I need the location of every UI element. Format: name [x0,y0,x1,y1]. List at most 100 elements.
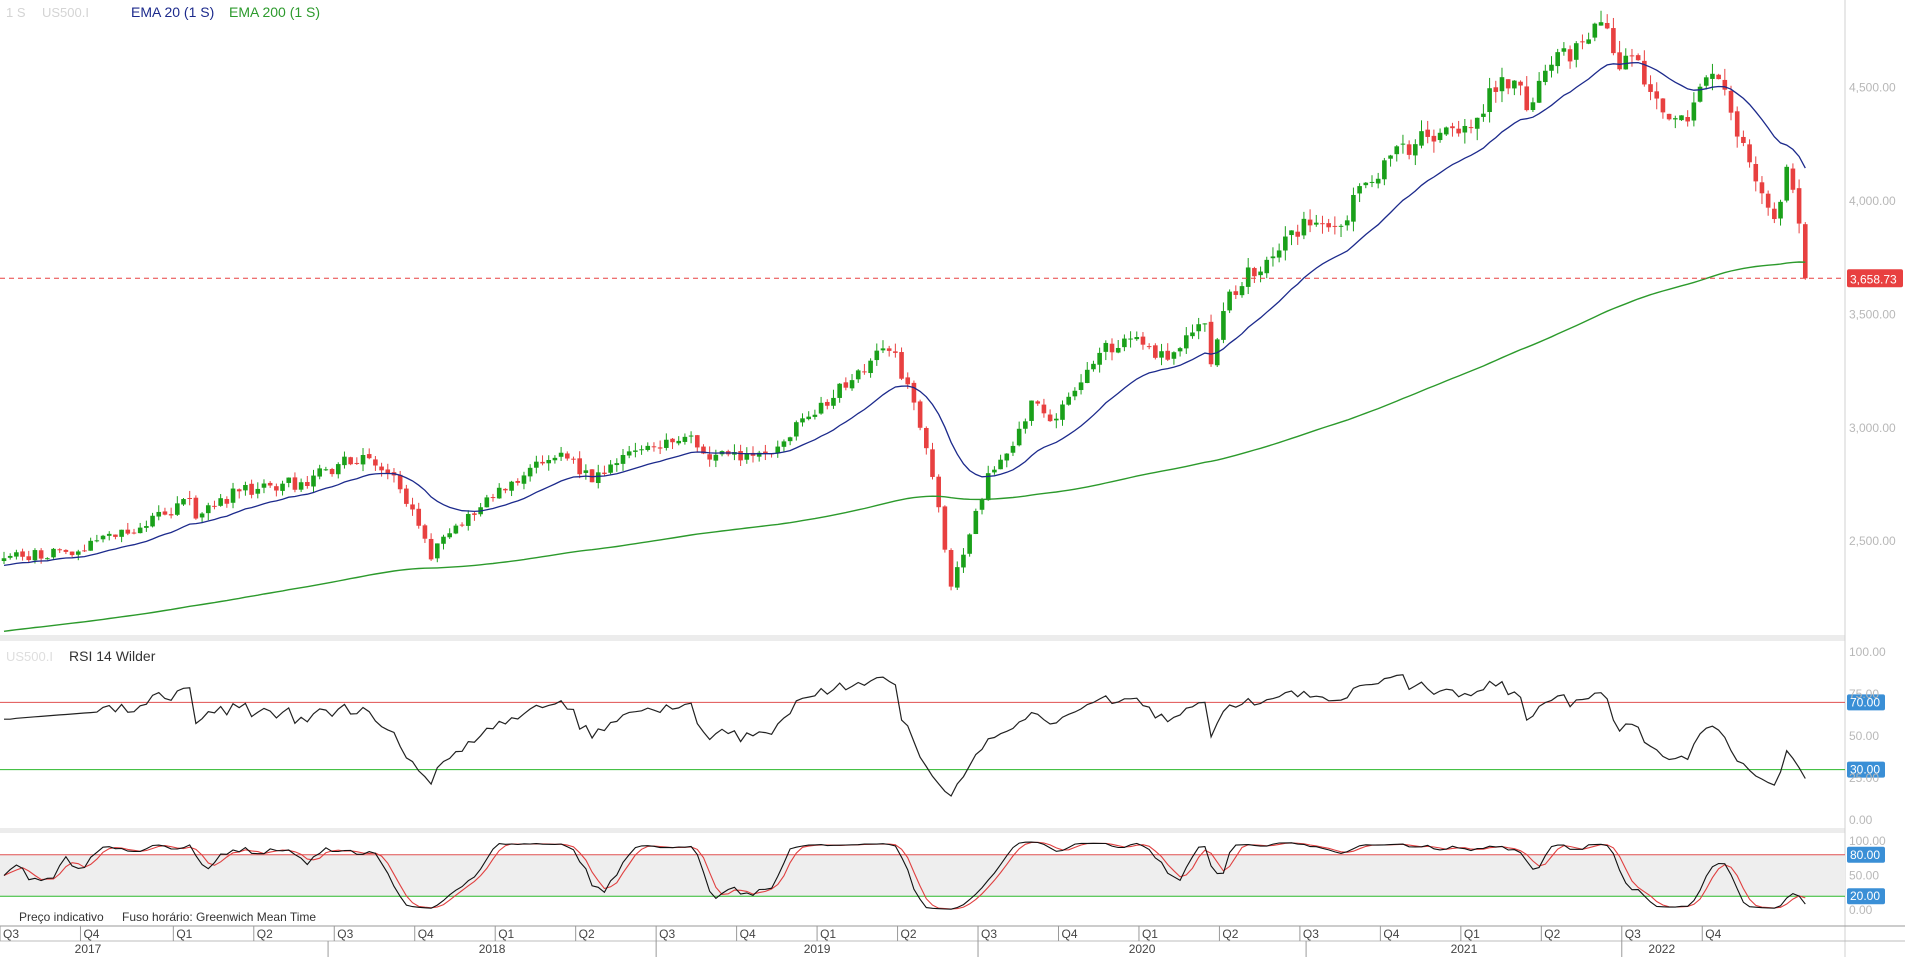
candle[interactable] [1468,119,1474,134]
candle[interactable] [1450,122,1455,137]
candle[interactable] [1431,129,1437,153]
candle[interactable] [385,463,391,480]
candle[interactable] [131,528,137,535]
candle[interactable] [583,464,589,480]
candle[interactable] [794,420,799,441]
candle[interactable] [1029,400,1034,426]
candle[interactable] [292,472,298,493]
candle[interactable] [571,456,576,464]
candle[interactable] [212,500,217,510]
candle[interactable] [1481,104,1486,122]
candle[interactable] [1685,110,1690,127]
candle[interactable] [1648,75,1653,101]
candle[interactable] [639,445,644,455]
ema-fast-legend[interactable]: EMA 20 (1 S) [131,4,214,20]
candle[interactable] [175,496,180,516]
candle[interactable] [855,369,861,383]
candle[interactable] [88,537,93,551]
candle[interactable] [1512,80,1517,96]
candle[interactable] [119,529,124,543]
candle[interactable] [713,449,719,468]
candle[interactable] [558,446,564,461]
candle[interactable] [490,493,496,502]
candle[interactable] [1035,400,1041,406]
candle[interactable] [806,411,811,421]
candle[interactable] [527,464,533,482]
candle[interactable] [1140,332,1146,350]
candle[interactable] [676,436,682,446]
candle[interactable] [534,455,539,474]
candle[interactable] [422,523,428,544]
candle[interactable] [1456,120,1461,137]
candle[interactable] [354,457,360,466]
candle[interactable] [1252,266,1257,283]
candle[interactable] [1171,351,1177,365]
candle[interactable] [682,433,688,445]
candle[interactable] [1654,82,1660,110]
candle[interactable] [1747,139,1752,168]
candle[interactable] [366,448,372,460]
candle[interactable] [218,494,223,507]
candle[interactable] [948,548,954,591]
candle[interactable] [1784,164,1790,203]
candle[interactable] [651,442,657,452]
candle[interactable] [267,481,273,488]
candle[interactable] [992,466,997,475]
candle[interactable] [1580,34,1585,50]
candle[interactable] [880,340,886,354]
candle[interactable] [1109,338,1115,361]
candle[interactable] [20,548,25,561]
candle[interactable] [1796,179,1802,234]
candle[interactable] [1419,120,1424,149]
candle[interactable] [1530,97,1536,112]
candle[interactable] [1301,211,1307,240]
candle[interactable] [1524,76,1530,112]
candle[interactable] [1078,374,1084,395]
candle[interactable] [1270,247,1276,267]
candle[interactable] [787,436,793,446]
candle[interactable] [113,534,118,540]
candle[interactable] [1338,224,1344,237]
candle[interactable] [125,522,131,536]
candle[interactable] [602,465,607,477]
candle[interactable] [862,364,867,375]
candle[interactable] [1208,314,1214,367]
ema-slow-legend[interactable]: EMA 200 (1 S) [229,4,320,20]
candle[interactable] [404,484,409,507]
candle[interactable] [1,551,7,565]
candle[interactable] [1592,22,1598,42]
candle[interactable] [546,455,552,471]
candle[interactable] [1276,243,1282,263]
candle[interactable] [818,396,824,415]
candle[interactable] [1307,209,1313,233]
candle[interactable] [1245,258,1251,295]
candle[interactable] [1190,324,1195,339]
candle[interactable] [1165,343,1171,362]
candle[interactable] [1406,140,1412,160]
candle[interactable] [1561,42,1567,56]
candle[interactable] [614,458,620,472]
candle[interactable] [942,505,948,553]
candle[interactable] [1753,156,1759,192]
candle[interactable] [564,451,570,461]
candle[interactable] [985,465,991,501]
candle[interactable] [137,522,143,534]
candle[interactable] [1041,398,1047,418]
candle[interactable] [1413,139,1418,166]
candle[interactable] [1122,334,1127,352]
candle[interactable] [1425,120,1430,144]
candle[interactable] [874,343,880,366]
candle[interactable] [1023,418,1028,434]
candle[interactable] [812,409,818,420]
candle[interactable] [1153,343,1158,360]
candle[interactable] [1332,216,1338,235]
candle[interactable] [236,488,242,499]
candle[interactable] [1047,409,1053,422]
rsi-legend[interactable]: RSI 14 Wilder [69,648,156,664]
candle[interactable] [1072,387,1078,401]
candle[interactable] [1357,183,1362,203]
candle[interactable] [472,511,477,521]
candle[interactable] [1474,117,1480,141]
candle[interactable] [1536,72,1542,104]
candle[interactable] [435,543,440,563]
